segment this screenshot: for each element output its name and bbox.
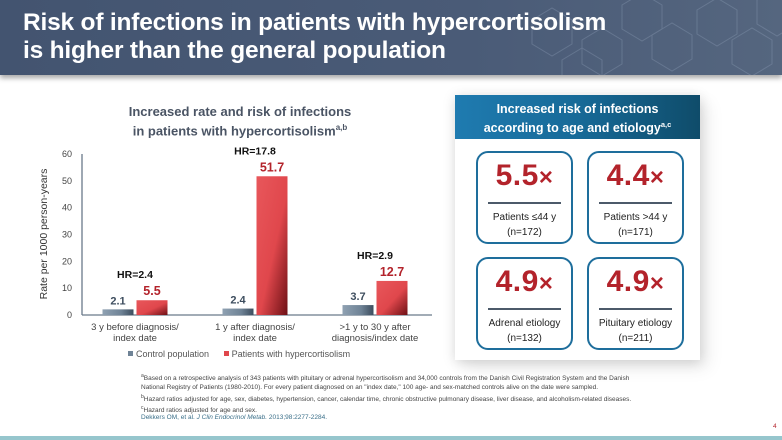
y-tick-label: 20 bbox=[62, 256, 72, 266]
y-tick-label: 30 bbox=[62, 230, 72, 240]
footnote-a-cont: National Registry of Patients (1980-2010… bbox=[141, 384, 598, 392]
y-tick-label: 40 bbox=[62, 203, 72, 213]
y-axis-label: Rate per 1000 person-years bbox=[38, 169, 50, 300]
footnote-a: aBased on a retrospective analysis of 34… bbox=[141, 373, 630, 383]
risk-label: Pituitary etiology bbox=[598, 318, 673, 329]
hazard-ratio-annotation: HR=17.8 bbox=[234, 145, 276, 157]
footnotes: aBased on a retrospective analysis of 34… bbox=[141, 372, 771, 416]
value-label-patients: 51.7 bbox=[260, 160, 284, 174]
y-tick-label: 50 bbox=[62, 176, 72, 186]
bar-control bbox=[222, 308, 254, 315]
risk-n: (n=211) bbox=[618, 333, 653, 344]
hexagon-pattern-decoration bbox=[531, 0, 782, 75]
x-tick-label: diagnosis/index date bbox=[332, 333, 419, 344]
footnote-b: bHazard ratios adjusted for age, sex, di… bbox=[141, 393, 632, 403]
legend-item-control: Control population bbox=[128, 349, 209, 359]
value-label-control: 3.7 bbox=[350, 291, 365, 303]
y-tick-label: 60 bbox=[62, 149, 72, 159]
hazard-ratio-annotation: HR=2.4 bbox=[117, 269, 153, 281]
risk-value: 4.9× bbox=[495, 265, 554, 298]
risk-card-age-le44: 5.5× Patients ≤44 y (n=172) bbox=[476, 151, 573, 244]
bottom-bar bbox=[0, 436, 782, 440]
risk-panel: Increased risk of infections according t… bbox=[455, 95, 700, 360]
risk-label: Adrenal etiology bbox=[488, 318, 561, 329]
risk-label: Patients >44 y bbox=[603, 212, 668, 223]
bar-chart: Rate per 1000 person-years 0 10 20 30 40 50 60… bbox=[38, 145, 432, 344]
y-tick-label: 0 bbox=[67, 310, 72, 320]
page-number: 4 bbox=[773, 423, 777, 430]
divider bbox=[599, 308, 672, 310]
risk-n: (n=172) bbox=[507, 227, 542, 238]
value-label-control: 2.4 bbox=[230, 295, 246, 307]
legend-item-patients: Patients with hypercortisolism bbox=[223, 349, 350, 359]
risk-card-pituitary: 4.9× Pituitary etiology (n=211) bbox=[587, 257, 684, 350]
x-tick-label: >1 y to 30 y after bbox=[339, 322, 410, 333]
risk-value: 4.9× bbox=[606, 265, 665, 298]
risk-label: Patients ≤44 y bbox=[492, 212, 557, 223]
bar-control bbox=[102, 309, 134, 315]
x-tick-label: 1 y after diagnosis/ bbox=[215, 322, 295, 333]
value-label-patients: 12.7 bbox=[380, 265, 404, 279]
slide-header: Risk of infections in patients with hype… bbox=[0, 0, 782, 75]
bar-patients bbox=[256, 176, 288, 315]
risk-value: 4.4× bbox=[606, 159, 665, 192]
bar-patients bbox=[136, 300, 168, 315]
risk-panel-title: Increased risk of infections according t… bbox=[455, 95, 700, 139]
chart-title: Increased rate and risk of infections in… bbox=[128, 104, 352, 139]
bar-patients bbox=[376, 280, 408, 315]
divider bbox=[488, 202, 561, 204]
risk-value: 5.5× bbox=[495, 159, 554, 192]
y-tick-label: 10 bbox=[62, 283, 72, 293]
citation: Dekkers OM, et al. J Clin Endocrinol Met… bbox=[141, 414, 328, 421]
risk-n: (n=171) bbox=[618, 227, 653, 238]
x-tick-label: 3 y before diagnosis/ bbox=[91, 322, 179, 333]
legend-swatch-patients bbox=[223, 351, 229, 356]
x-tick-label: index date bbox=[113, 333, 157, 344]
hazard-ratio-annotation: HR=2.9 bbox=[357, 250, 393, 262]
risk-card-age-gt44: 4.4× Patients >44 y (n=171) bbox=[587, 151, 684, 244]
chart-legend: Control population Patients with hyperco… bbox=[128, 348, 362, 359]
x-tick-label: index date bbox=[233, 333, 277, 344]
footnote-c: cHazard ratios adjusted for age and sex. bbox=[141, 405, 257, 415]
divider bbox=[599, 202, 672, 204]
bar-control bbox=[342, 305, 374, 315]
risk-n: (n=132) bbox=[507, 333, 542, 344]
slide-title: Risk of infections in patients with hype… bbox=[23, 9, 607, 64]
risk-card-adrenal: 4.9× Adrenal etiology (n=132) bbox=[476, 257, 573, 350]
value-label-patients: 5.5 bbox=[143, 284, 160, 298]
divider bbox=[488, 308, 561, 310]
legend-swatch-control bbox=[128, 351, 133, 356]
value-label-control: 2.1 bbox=[110, 295, 125, 307]
